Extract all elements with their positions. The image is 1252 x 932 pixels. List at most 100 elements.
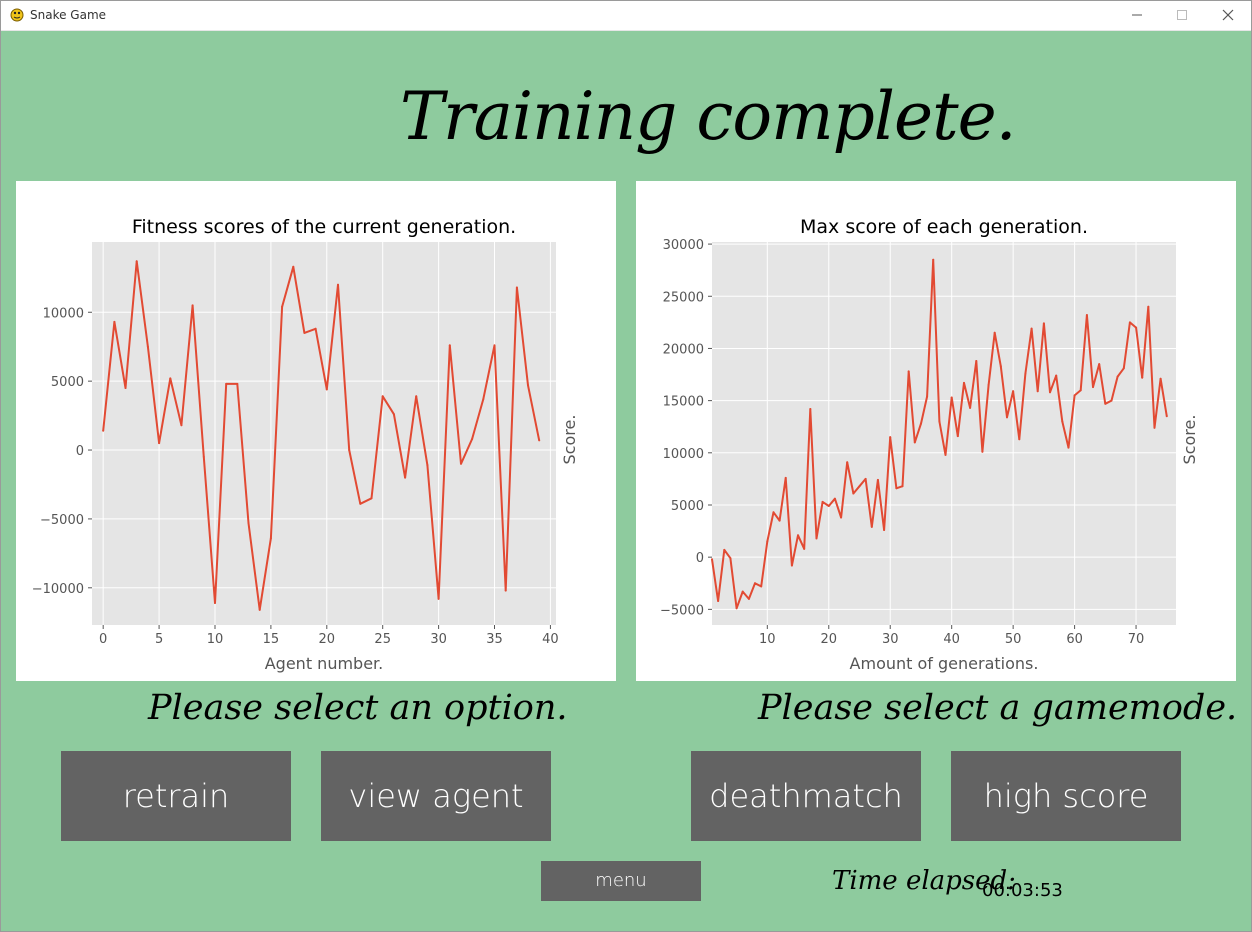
y-tick-label: −10000 xyxy=(32,582,84,597)
data-point xyxy=(1159,377,1162,380)
x-tick-label: 60 xyxy=(1066,632,1083,647)
y-tick-label: 0 xyxy=(696,551,704,566)
data-point xyxy=(504,589,507,592)
window-title-bar[interactable]: Snake Game xyxy=(0,0,1252,31)
data-point xyxy=(919,422,922,425)
x-tick-label: 40 xyxy=(943,632,960,647)
x-tick-label: 20 xyxy=(820,632,837,647)
data-point xyxy=(741,590,744,593)
data-point xyxy=(1061,420,1064,423)
x-tick-label: 20 xyxy=(319,632,336,647)
x-tick-label: 0 xyxy=(99,632,107,647)
data-point xyxy=(1110,399,1113,402)
y-tick-label: 5000 xyxy=(51,375,84,390)
data-point xyxy=(348,449,351,452)
y-tick-label: 15000 xyxy=(663,395,704,410)
close-button[interactable] xyxy=(1205,0,1251,30)
snake-icon xyxy=(10,8,24,22)
data-point xyxy=(292,265,295,268)
maximize-button[interactable] xyxy=(1159,0,1205,30)
y-tick-label: −5000 xyxy=(660,603,704,618)
data-point xyxy=(790,564,793,567)
chart-title: Max score of each generation. xyxy=(800,216,1088,238)
data-point xyxy=(1049,391,1052,394)
data-point xyxy=(471,438,474,441)
data-point xyxy=(459,462,462,465)
data-point xyxy=(876,478,879,481)
data-point xyxy=(1147,305,1150,308)
data-point xyxy=(482,398,485,401)
data-point xyxy=(258,608,261,611)
x-tick-label: 10 xyxy=(759,632,776,647)
view-agent-button[interactable]: view agent xyxy=(321,751,551,841)
data-point xyxy=(392,413,395,416)
data-point xyxy=(766,540,769,543)
x-tick-label: 30 xyxy=(430,632,447,647)
data-point xyxy=(1036,390,1039,393)
data-point xyxy=(1030,327,1033,330)
data-point xyxy=(993,331,996,334)
menu-button[interactable]: menu xyxy=(541,861,701,901)
data-point xyxy=(797,534,800,537)
data-point xyxy=(269,537,272,540)
data-point xyxy=(527,384,530,387)
data-point xyxy=(747,597,750,600)
select-option-label: Please select an option. xyxy=(148,688,568,728)
data-point xyxy=(146,345,149,348)
fitness-chart: 0 5 10 15 20 25 30 35 40 −10000 −5000 0 5000 10000 Fit… xyxy=(32,216,579,673)
data-point xyxy=(932,258,935,261)
data-point xyxy=(803,547,806,550)
data-point xyxy=(717,599,720,602)
time-elapsed-value: 00:03:53 xyxy=(982,880,1063,901)
data-point xyxy=(1005,416,1008,419)
data-point xyxy=(870,525,873,528)
data-point xyxy=(760,585,763,588)
x-tick-label: 25 xyxy=(374,632,391,647)
data-point xyxy=(225,382,228,385)
data-point xyxy=(956,435,959,438)
y-tick-label: 5000 xyxy=(671,499,704,514)
data-point xyxy=(981,450,984,453)
data-point xyxy=(236,382,239,385)
data-point xyxy=(426,464,429,467)
data-point xyxy=(1067,446,1070,449)
y-tick-label: 10000 xyxy=(663,447,704,462)
data-point xyxy=(1153,426,1156,429)
data-point xyxy=(1085,314,1088,317)
data-point xyxy=(883,529,886,532)
data-point xyxy=(754,582,757,585)
minimize-button[interactable] xyxy=(1114,0,1160,30)
window-title: Snake Game xyxy=(30,8,107,22)
data-point xyxy=(907,370,910,373)
plot-area xyxy=(712,242,1176,625)
data-point xyxy=(325,388,328,391)
data-point xyxy=(381,395,384,398)
data-point xyxy=(864,477,867,480)
data-point xyxy=(191,304,194,307)
retrain-button[interactable]: retrain xyxy=(61,751,291,841)
x-tick-label: 70 xyxy=(1128,632,1145,647)
data-point xyxy=(404,476,407,479)
data-point xyxy=(772,511,775,514)
data-point xyxy=(1012,390,1015,393)
data-point xyxy=(213,601,216,604)
data-point xyxy=(314,327,317,330)
data-point xyxy=(711,558,713,561)
data-point xyxy=(1018,438,1021,441)
chart-title: Fitness scores of the current generation… xyxy=(132,216,516,238)
data-point xyxy=(1116,375,1119,378)
high-score-button[interactable]: high score xyxy=(951,751,1181,841)
data-point xyxy=(370,497,373,500)
data-point xyxy=(821,500,824,503)
data-point xyxy=(723,548,726,551)
data-point xyxy=(1055,374,1058,377)
data-point xyxy=(202,455,205,458)
deathmatch-button[interactable]: deathmatch xyxy=(691,751,921,841)
y-tick-label: −5000 xyxy=(40,513,84,528)
data-point xyxy=(809,407,812,410)
data-point xyxy=(247,522,250,525)
data-point xyxy=(950,396,953,399)
y-axis-label: Score. xyxy=(560,415,579,465)
data-point xyxy=(180,424,183,427)
data-point xyxy=(987,383,990,386)
